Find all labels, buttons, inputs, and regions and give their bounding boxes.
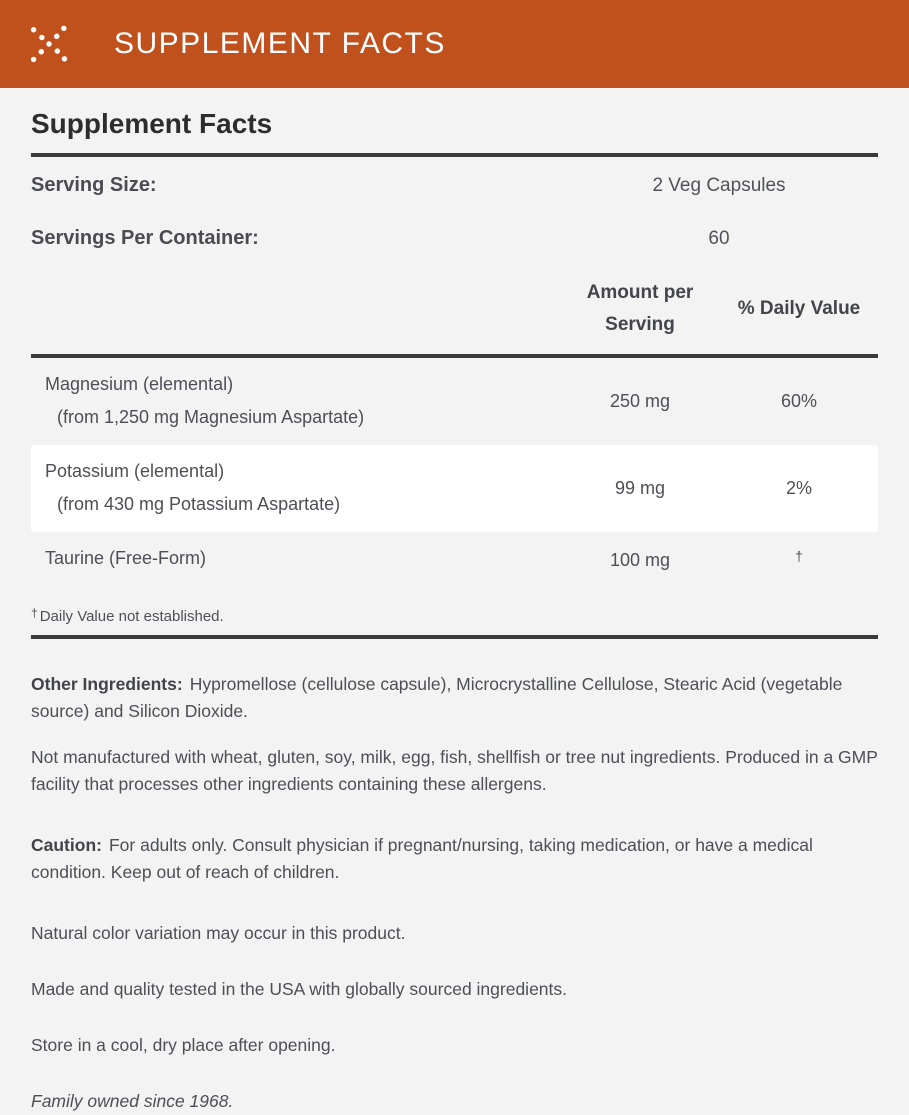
supplement-facts-banner: SUPPLEMENT FACTS <box>0 0 909 88</box>
table-bottom-divider <box>31 635 878 639</box>
storage-note: Store in a cool, dry place after opening… <box>31 1035 336 1055</box>
nutrient-source: (from 430 mg Potassium Aspartate) <box>57 494 341 514</box>
caution-paragraph: Caution: For adults only. Consult physici… <box>31 832 878 886</box>
allergen-note: Not manufactured with wheat, gluten, soy… <box>31 747 878 794</box>
servings-per-container-row: Servings Per Container: 60 <box>31 227 878 250</box>
nutrient-daily-value: 2% <box>785 477 812 498</box>
nutrient-amount: 250 mg <box>609 390 671 411</box>
panel-title: Supplement Facts <box>31 108 273 139</box>
table-column-headers: Amount per Serving % Daily Value <box>31 277 878 341</box>
quality-note: Made and quality tested in the USA with … <box>31 979 568 999</box>
serving-size-label: Serving Size: <box>31 174 157 196</box>
servings-per-container-label: Servings Per Container: <box>31 227 259 249</box>
servings-per-container-value: 60 <box>708 227 730 249</box>
nutrient-name: Taurine (Free-Form) <box>45 548 207 568</box>
other-ingredients-paragraph: Other Ingredients: Hypromellose (cellulos… <box>31 671 878 725</box>
nutrient-name: Magnesium (elemental) <box>45 374 234 394</box>
nutrient-name-cell: Potassium (elemental) (from 430 mg Potas… <box>31 461 560 515</box>
other-ingredients-text: Hypromellose (cellulose capsule), Microc… <box>31 674 843 721</box>
caution-text: For adults only. Consult physician if pr… <box>31 835 813 882</box>
daily-value-footnote: † Daily Value not established. <box>31 606 878 625</box>
nutrient-name: Potassium (elemental) <box>45 461 225 481</box>
caution-label: Caution: <box>31 835 102 855</box>
nutrient-name-cell: Magnesium (elemental) (from 1,250 mg Mag… <box>31 374 560 428</box>
nutrient-amount: 99 mg <box>614 477 666 498</box>
info-paragraphs: Other Ingredients: Hypromellose (cellulos… <box>31 671 878 1115</box>
dagger-symbol: † <box>795 548 803 564</box>
title-divider <box>31 153 878 157</box>
family-owned-note: Family owned since 1968. <box>31 1091 234 1111</box>
banner-title: SUPPLEMENT FACTS <box>114 27 446 60</box>
table-row-taurine: Taurine (Free-Form) 100 mg † <box>31 532 878 589</box>
table-row-magnesium: Magnesium (elemental) (from 1,250 mg Mag… <box>31 358 878 445</box>
nutrient-daily-value: † <box>720 548 878 572</box>
nutrient-daily-value: 60% <box>780 390 818 411</box>
amount-column-header: Amount per Serving <box>586 282 694 335</box>
nutrient-source: (from 1,250 mg Magnesium Aspartate) <box>57 407 365 427</box>
nutrient-amount: 100 mg <box>609 549 671 570</box>
header-divider <box>31 354 878 358</box>
footnote-text: Daily Value not established. <box>39 608 224 625</box>
dotted-x-icon <box>30 25 68 63</box>
serving-size-value: 2 Veg Capsules <box>652 174 786 196</box>
daily-value-column-header: % Daily Value <box>737 298 861 319</box>
dagger-symbol: † <box>31 606 38 620</box>
table-row-potassium: Potassium (elemental) (from 430 mg Potas… <box>31 445 878 532</box>
supplement-facts-panel: Supplement Facts Serving Size: 2 Veg Cap… <box>0 108 909 1115</box>
serving-size-row: Serving Size: 2 Veg Capsules <box>31 174 878 197</box>
color-variation-note: Natural color variation may occur in thi… <box>31 923 406 943</box>
other-ingredients-label: Other Ingredients: <box>31 674 183 694</box>
nutrient-name-cell: Taurine (Free-Form) <box>31 548 560 572</box>
